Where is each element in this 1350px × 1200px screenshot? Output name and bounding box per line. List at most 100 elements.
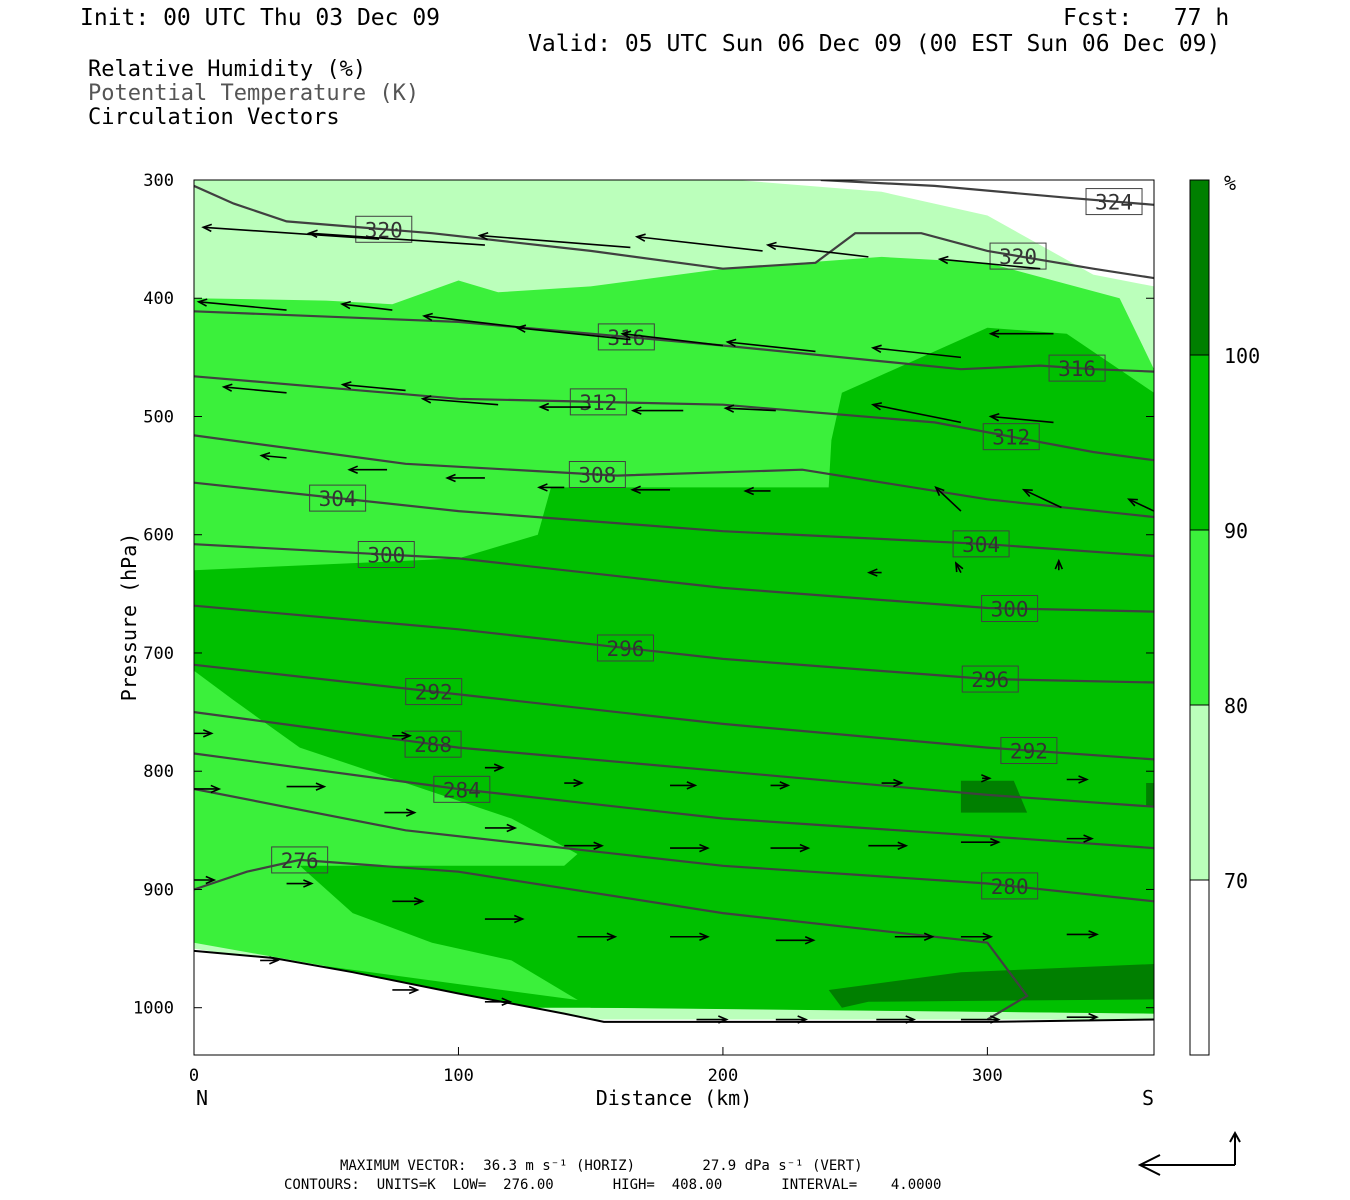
theta-contour-300 [194, 543, 1154, 613]
circulation-vector [1021, 488, 1062, 509]
circulation-vector [670, 781, 698, 790]
vector-shaft [725, 407, 776, 412]
theta-label-312: 312 [982, 423, 1040, 451]
reference-vector-icon [1137, 1130, 1241, 1176]
rh-fill-layer [194, 180, 1154, 1055]
circulation-vector [477, 231, 631, 249]
theta-label-276: 276 [271, 846, 329, 874]
theta-label-box [405, 678, 463, 706]
vector-head [413, 897, 425, 906]
theta-label-text: 292 [415, 681, 453, 705]
vector-head [630, 485, 641, 495]
theta-label-box [568, 461, 626, 489]
vector-head [686, 781, 698, 790]
vector-head [699, 843, 710, 853]
theta-label-box [271, 846, 329, 874]
circulation-vector [876, 1015, 917, 1024]
theta-contour-308 [194, 434, 1154, 519]
vector-shaft [422, 397, 499, 406]
circulation-vector [866, 568, 882, 577]
y-axis-label: Pressure (hPa) [117, 533, 141, 702]
circulation-vector [537, 483, 565, 492]
theta-label-box [357, 541, 415, 569]
vector-shaft [517, 327, 631, 341]
vector-shaft [767, 244, 869, 258]
vector-head [988, 329, 1000, 338]
circulation-vector [937, 255, 1041, 270]
vector-shaft [727, 341, 816, 353]
vector-head [866, 568, 878, 577]
theta-label-text: 316 [1058, 357, 1096, 381]
circulation-vector [201, 223, 380, 240]
vector-head [982, 932, 994, 941]
theta-label-316: 316 [1048, 354, 1106, 382]
vector-head [1088, 930, 1099, 939]
circulation-vector [538, 402, 591, 412]
vector-head [340, 300, 351, 310]
colorbar-segment [1190, 180, 1209, 355]
colorbar-segment [1190, 880, 1209, 1055]
circulation-vector [445, 473, 485, 483]
colorbar-segment [1190, 355, 1209, 530]
theta-label-text: 296 [607, 637, 645, 661]
vector-shaft [622, 332, 724, 347]
vector-shaft [342, 303, 393, 311]
theta-label-box [569, 388, 627, 416]
theta-label-text: 308 [578, 464, 616, 488]
theta-label-text: 276 [281, 849, 319, 873]
vector-head [779, 781, 791, 790]
vector-head [699, 932, 710, 941]
theta-label-box [309, 484, 367, 512]
x-tick-label: 200 [708, 1066, 739, 1086]
vector-shaft [990, 415, 1054, 424]
theta-label-304: 304 [952, 530, 1010, 558]
circulation-vector [340, 381, 406, 392]
theta-label-text: 312 [992, 426, 1030, 450]
theta-label-box [961, 665, 1019, 693]
vector-head [905, 1015, 917, 1024]
vector-shaft [939, 258, 1041, 270]
theta-label-296: 296 [596, 634, 654, 662]
circulation-vector [515, 324, 631, 341]
x-tick-label: 300 [972, 1066, 1003, 1086]
theta-label-box [1000, 737, 1058, 765]
circulation-vector [630, 485, 671, 495]
vector-head [620, 330, 632, 339]
theta-label-text: 300 [367, 544, 405, 568]
circulation-vector [347, 465, 388, 474]
vector-head [210, 784, 222, 794]
colorbar-unit: % [1224, 171, 1236, 195]
x-tick-label: 100 [443, 1066, 474, 1086]
rh-region [828, 964, 1154, 1008]
theta-label-284: 284 [433, 775, 491, 803]
circulation-vector [723, 404, 776, 413]
vector-shaft [342, 383, 406, 392]
x-end-label: S [1142, 1086, 1154, 1110]
vector-head [1078, 775, 1089, 784]
circulation-vector [484, 763, 505, 772]
vector-head [347, 465, 358, 474]
vector-head [797, 1015, 809, 1024]
y-tick-label: 800 [143, 762, 174, 782]
theta-contour-320 [194, 184, 1154, 280]
vector-shaft [872, 403, 962, 424]
legend-rh: Relative Humidity (%) [88, 57, 367, 82]
theta-label-288: 288 [404, 730, 462, 758]
theta-label-text: 292 [1010, 740, 1048, 764]
vector-head [804, 936, 816, 945]
vector-shaft [1023, 489, 1062, 509]
vector-shaft [223, 386, 287, 394]
circulation-vector [196, 298, 287, 311]
colorbar: 70 80 90 100 [1189, 179, 1260, 1056]
vector-shaft [261, 454, 287, 459]
y-tick-label: 400 [143, 289, 174, 309]
circulation-vector [484, 914, 525, 924]
x-start-label: N [196, 1086, 208, 1110]
vector-head [725, 338, 737, 348]
theta-label-text: 304 [319, 487, 357, 511]
rh-region [194, 327, 1154, 1014]
forecast-hour: Fcst: 77 h [1063, 5, 1230, 31]
vector-head [420, 395, 432, 404]
theta-label-text: 284 [443, 778, 481, 802]
